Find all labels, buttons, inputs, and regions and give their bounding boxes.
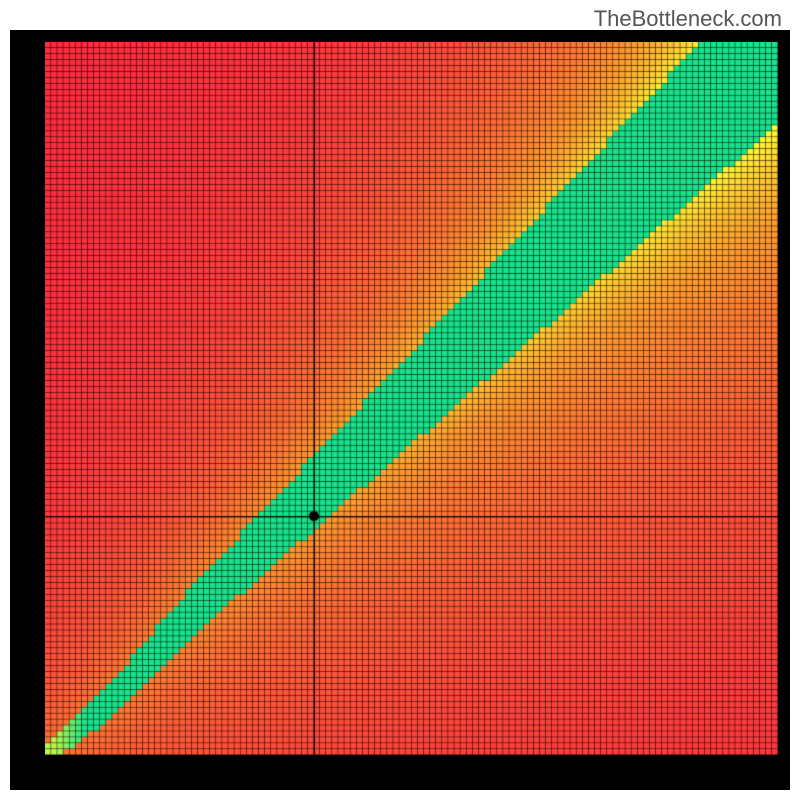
watermark-text: TheBottleneck.com	[594, 6, 782, 32]
crosshair-overlay	[45, 42, 778, 755]
chart-frame	[10, 30, 790, 790]
